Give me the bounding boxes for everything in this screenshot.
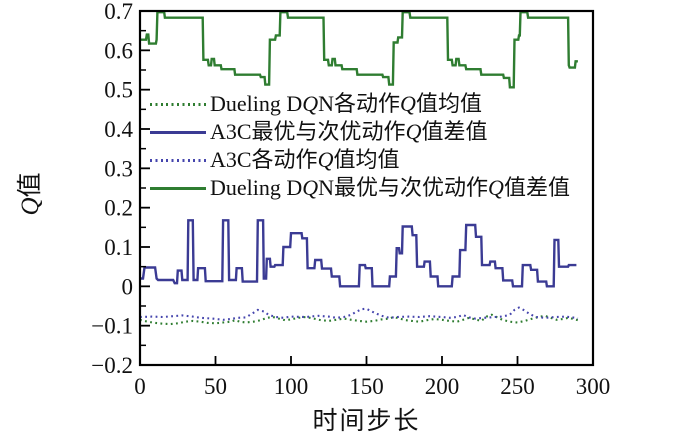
legend: Dueling DQN各动作Q值均值 A3C最优与次优动作Q值差值 A3C各动作…	[150, 90, 570, 202]
y-tick-label: 0.3	[104, 156, 133, 181]
x-tick-label: 150	[349, 374, 384, 399]
x-tick-label: 300	[576, 374, 611, 399]
y-tick-label: 0.7	[104, 0, 133, 24]
x-tick-label: 100	[274, 374, 309, 399]
y-tick-label: 0.2	[104, 196, 133, 221]
series-line-3	[140, 10, 578, 89]
y-axis-title: Q值	[17, 172, 44, 216]
y-tick-label: 0.5	[104, 78, 133, 103]
x-axis-title: 时间步长	[312, 408, 421, 435]
y-tick-label: 0.4	[104, 117, 133, 142]
y-tick-label: −0.1	[91, 314, 133, 339]
solid-line-sample	[150, 186, 206, 190]
x-tick-label: 200	[425, 374, 460, 399]
dotted-line-sample	[150, 102, 206, 106]
series-line-1	[140, 219, 577, 288]
x-tick-label: 250	[500, 374, 535, 399]
y-tick-label: −0.2	[91, 353, 133, 378]
y-tick-label: 0.1	[104, 235, 133, 260]
y-tick-label: 0.6	[104, 38, 133, 63]
legend-item-dueling-gap: Dueling DQN最优与次优动作Q值差值	[150, 174, 570, 202]
legend-label: Dueling DQN最优与次优动作Q值差值	[210, 175, 570, 200]
series-line-0	[139, 313, 579, 326]
dotted-line-sample	[150, 158, 206, 162]
legend-label: A3C最优与次优动作Q值差值	[210, 119, 488, 144]
solid-line-sample	[150, 130, 206, 134]
legend-label: A3C各动作Q值均值	[210, 147, 400, 172]
plot-frame	[138, 9, 595, 367]
legend-item-dueling-mean: Dueling DQN各动作Q值均值	[150, 90, 570, 118]
legend-item-a3c-mean: A3C各动作Q值均值	[150, 146, 570, 174]
x-tick-label: 50	[204, 374, 227, 399]
legend-label: Dueling DQN各动作Q值均值	[210, 91, 482, 116]
y-tick-label: 0	[122, 274, 134, 299]
x-tick-label: 0	[134, 374, 146, 399]
series-line-2	[139, 306, 579, 321]
legend-item-a3c-gap: A3C最优与次优动作Q值差值	[150, 118, 570, 146]
